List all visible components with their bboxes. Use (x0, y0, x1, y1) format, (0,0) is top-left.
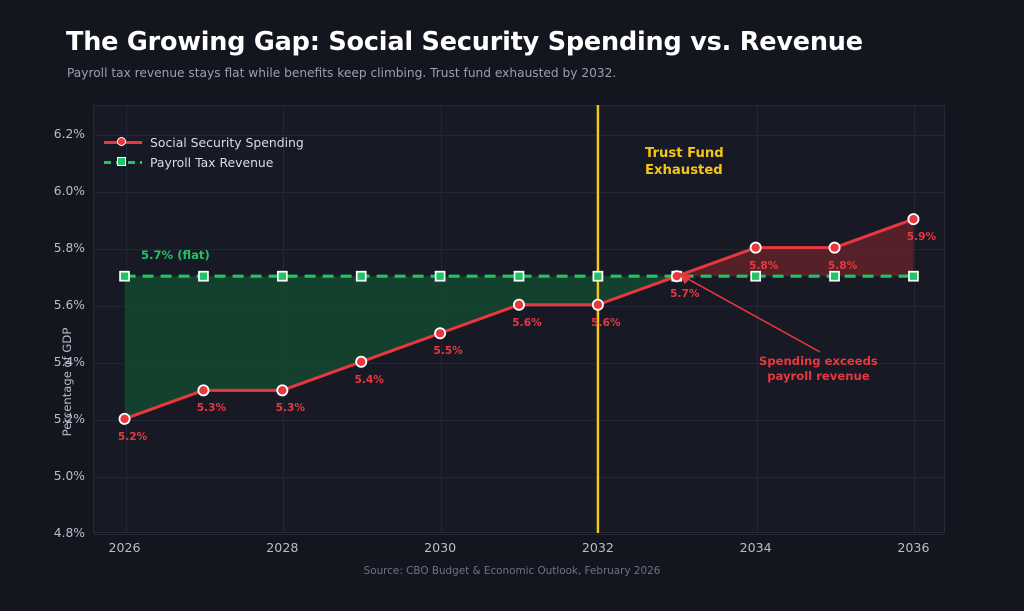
legend-label-spending: Social Security Spending (150, 134, 304, 150)
gridline-horizontal (94, 134, 944, 136)
data-point-label-spending: 5.9% (906, 231, 937, 244)
x-axis-tick-label: 2026 (108, 540, 141, 555)
data-point-label-spending: 5.3% (275, 402, 306, 415)
data-point-label-spending: 5.3% (196, 402, 227, 415)
chart-subtitle: Payroll tax revenue stays flat while ben… (67, 66, 617, 80)
annotation-spending-exceeds-revenue: Spending exceeds payroll revenue (759, 354, 878, 383)
data-point-label-spending: 5.4% (354, 373, 384, 386)
x-axis-tick-label: 2034 (739, 540, 772, 555)
source-note: Source: CBO Budget & Economic Outlook, F… (363, 565, 661, 577)
annotation-flat-revenue: 5.7% (flat) (141, 248, 210, 262)
annotation-trust-fund-exhausted: Trust Fund Exhausted (645, 146, 724, 178)
y-axis-tick-label: 5.0% (53, 468, 85, 483)
data-point-label-spending: 5.8% (827, 259, 858, 272)
y-axis-tick-label: 4.8% (53, 526, 85, 540)
y-axis-tick-label: 6.0% (53, 183, 85, 198)
y-axis-tick-label: 5.6% (53, 297, 85, 312)
data-point-label-spending: 5.2% (117, 430, 148, 443)
data-point-label-spending: 5.8% (748, 259, 779, 272)
y-axis-tick-label: 5.2% (53, 411, 85, 426)
y-axis-label: Percentage of GDP (60, 327, 74, 437)
legend-label-revenue: Payroll Tax Revenue (150, 154, 274, 170)
data-point-label-spending: 5.6% (591, 316, 621, 329)
page-title: The Growing Gap: Social Security Spendin… (66, 27, 863, 57)
y-axis-tick-label: 6.2% (53, 126, 85, 141)
gridline-horizontal (94, 534, 944, 535)
x-axis-tick-label: 2032 (581, 540, 614, 555)
gridline-horizontal (94, 476, 944, 478)
y-axis-ticks: Percentage of GDP 4.8% 5.0% 5.2% 5.4% 5.6% 5.… (17, 105, 85, 540)
gridline-vertical (914, 106, 916, 532)
gridline-horizontal (94, 191, 944, 193)
legend-swatch-revenue-icon (104, 155, 142, 169)
gridline-vertical (756, 106, 758, 532)
data-point-label-spending: 5.6% (512, 316, 542, 329)
gridline-horizontal (94, 419, 944, 421)
legend-item-spending[interactable]: Social Security Spending (104, 132, 304, 152)
y-axis-tick-label: 5.8% (53, 240, 85, 255)
gridline-horizontal (94, 248, 944, 250)
gridline-vertical (441, 106, 443, 532)
x-axis-tick-label: 2036 (897, 540, 930, 555)
x-axis-tick-label: 2028 (266, 540, 299, 555)
x-axis-tick-label: 2030 (424, 540, 457, 555)
x-axis-ticks: 2026 2028 2030 2032 2034 2036 (93, 540, 945, 560)
y-axis-tick-label: 5.4% (53, 354, 85, 369)
legend-item-revenue[interactable]: Payroll Tax Revenue (104, 152, 304, 172)
data-point-label-spending: 5.5% (433, 345, 463, 358)
data-point-label-spending: 5.7% (670, 288, 700, 301)
gridline-horizontal (94, 305, 944, 307)
legend-swatch-spending-icon (104, 135, 142, 149)
chart-legend: Social Security Spending Payroll Tax Rev… (100, 128, 314, 176)
